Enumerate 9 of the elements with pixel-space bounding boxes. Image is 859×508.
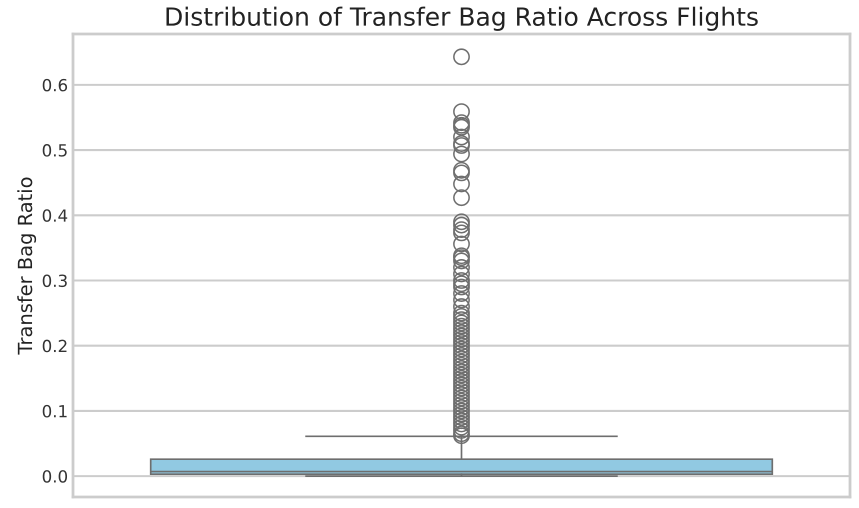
y-tick-label: 0.6 [42, 78, 68, 92]
chart-title: Distribution of Transfer Bag Ratio Across Flights [166, 6, 758, 31]
y-tick-label: 0.1 [42, 404, 67, 418]
y-tick-label: 0.4 [42, 209, 68, 222]
y-tick-label: 0.0 [42, 470, 68, 483]
y-tick-label: 0.2 [42, 340, 66, 352]
y-axis-title: Transfer Bag Ratio [17, 178, 36, 355]
y-tick-label: 0.5 [42, 144, 67, 157]
y-tick-label: 0.3 [42, 274, 67, 288]
